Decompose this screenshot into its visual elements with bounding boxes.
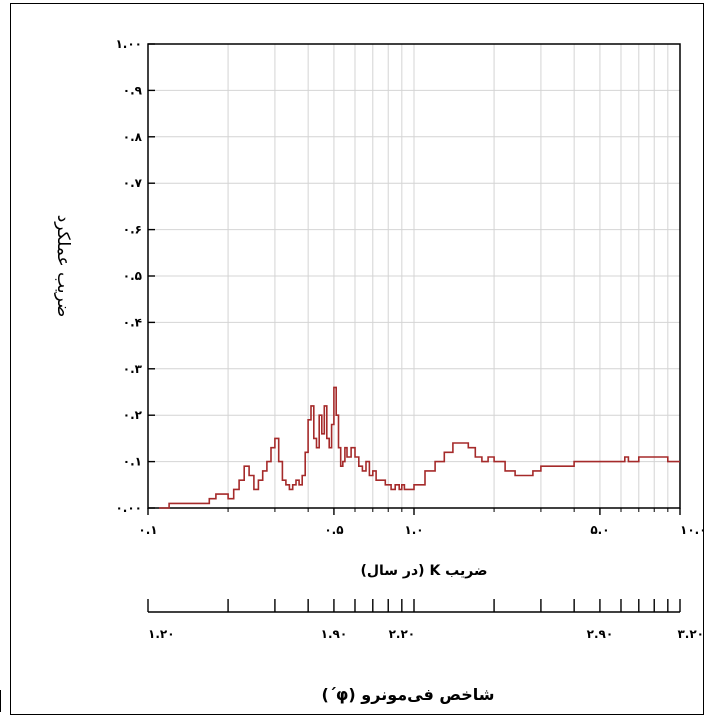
secondary-tick-label: ۱.۲۰ [148, 627, 175, 641]
grid-layer [148, 44, 680, 508]
y-tick-label: ۰.۰۰ [115, 501, 142, 515]
y-tick-label: ۱.۰۰ [115, 37, 142, 51]
secondary-tick-label: ۲.۲۰ [389, 627, 416, 641]
secondary-axis-title: شاخص فی‌مونرو (φ΄) [322, 685, 495, 704]
x-tick-label: ۱.۰ [404, 523, 423, 537]
border-mark [0, 690, 3, 712]
y-tick-label: ۰.۵ [123, 269, 142, 283]
y-tick-label: ۰.۱ [123, 455, 142, 469]
figure-frame [10, 3, 704, 715]
y-tick-label: ۰.۷ [123, 176, 143, 190]
y-tick-label: ۰.۶ [123, 223, 142, 237]
y-axis: ۰.۰۰ ۰.۱ ۰.۲ ۰.۳ ۰.۴ ۰.۵ ۰.۶ ۰.۷ ۰.۸ ۰.۹ ۱.۰۰ [115, 37, 155, 515]
secondary-tick-label: ۲.۹۰ [587, 627, 614, 641]
y-tick-label: ۰.۴ [123, 315, 142, 329]
y-tick-label: ۰.۹ [123, 83, 143, 97]
x-tick-label: ۰.۱ [138, 523, 157, 537]
y-tick-label: ۰.۸ [123, 130, 143, 144]
secondary-tick-label: ۳.۲۰ [677, 627, 704, 641]
secondary-axis: ۱.۲۰ ۱.۹۰ ۲.۲۰ ۲.۹۰ ۳.۲۰ [147, 599, 704, 641]
x-tick-label: ۱۰.۰ [680, 523, 707, 537]
series-line [159, 386, 680, 509]
y-tick-label: ۰.۲ [123, 408, 143, 422]
y-tick-label: ۰.۳ [123, 362, 143, 376]
x-axis-title: ضریب K (در سال) [360, 563, 487, 579]
y-axis-title: ضریب عملکرد [53, 215, 73, 318]
x-tick-label: ۵.۰ [590, 523, 609, 537]
x-tick-label: ۰.۵ [324, 523, 343, 537]
x-axis: ۰.۱ ۰.۵ ۱.۰ ۵.۰ ۱۰.۰ [138, 508, 707, 537]
secondary-tick-label: ۱.۹۰ [321, 627, 348, 641]
